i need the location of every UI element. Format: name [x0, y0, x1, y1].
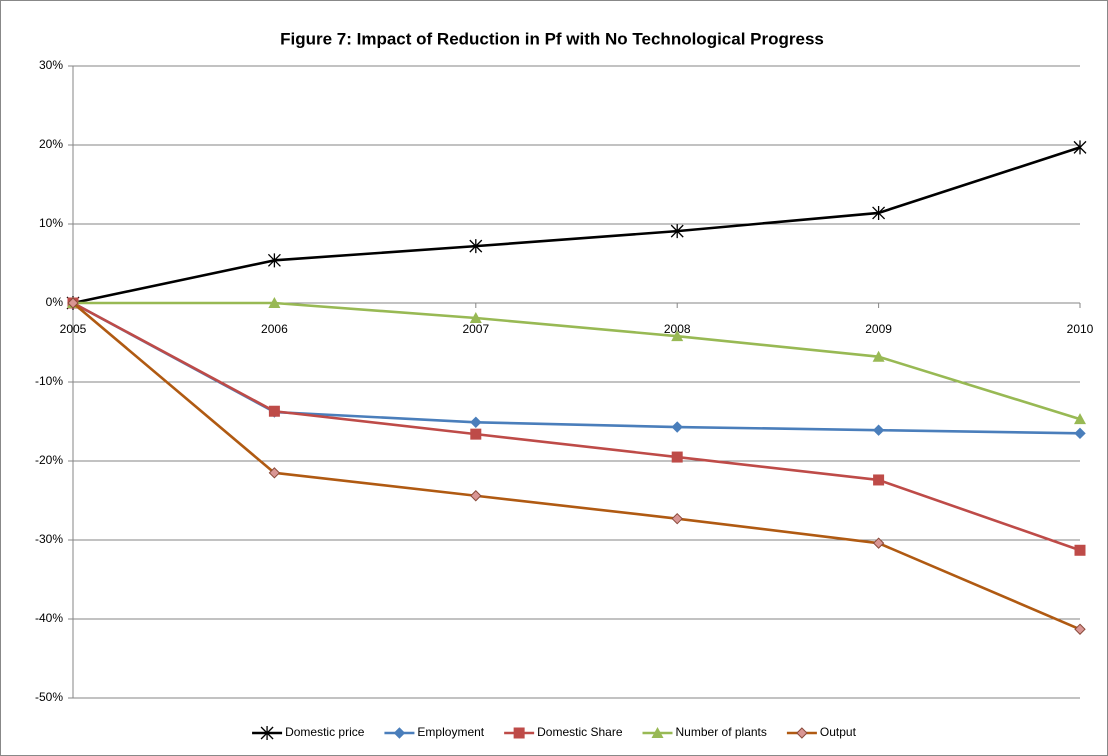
marker	[671, 451, 683, 463]
marker	[1074, 427, 1086, 440]
marker	[268, 467, 281, 479]
marker	[268, 405, 280, 417]
x-tick-label: 2009	[865, 322, 892, 336]
marker	[268, 297, 281, 308]
legend-label: Domestic Share	[537, 725, 623, 739]
marker	[872, 537, 885, 549]
marker	[267, 253, 281, 268]
marker	[671, 512, 683, 525]
marker	[470, 416, 482, 428]
marker	[470, 490, 482, 502]
y-tick-label: -40%	[35, 611, 63, 625]
marker	[872, 205, 886, 220]
series-line	[72, 146, 1081, 305]
y-tick-label: -10%	[35, 374, 63, 388]
y-tick-label: 10%	[39, 216, 63, 230]
series-line	[73, 301, 1081, 421]
marker	[1074, 623, 1086, 635]
marker	[671, 330, 684, 342]
x-tick-label: 2006	[261, 322, 288, 336]
marker	[651, 727, 664, 738]
y-tick-label: 0%	[46, 295, 64, 309]
y-tick-label: -30%	[35, 532, 63, 546]
chart-title: Figure 7: Impact of Reduction in Pf with…	[280, 29, 824, 48]
marker	[469, 239, 483, 254]
y-tick-label: -50%	[35, 690, 63, 704]
marker	[1074, 544, 1086, 556]
x-tick-label: 2008	[664, 322, 691, 336]
legend-label: Employment	[417, 725, 484, 739]
y-tick-label: 20%	[39, 137, 63, 151]
x-tick-label: 2010	[1067, 322, 1094, 336]
legend: Domestic price Employment Domestic Share Nu…	[252, 725, 857, 740]
marker	[873, 474, 885, 486]
legend-label: Domestic price	[285, 725, 365, 739]
marker	[67, 297, 79, 309]
y-tick-label: -20%	[35, 453, 63, 467]
x-tick-label: 2005	[60, 322, 87, 336]
marker	[470, 428, 482, 440]
marker	[513, 727, 525, 739]
series-line	[72, 301, 1081, 552]
marker	[872, 350, 885, 362]
marker	[1074, 413, 1086, 425]
y-tick-label: 30%	[39, 58, 63, 72]
x-tick-label: 2007	[462, 322, 489, 336]
marker	[670, 224, 684, 239]
marker	[796, 727, 808, 739]
marker	[260, 726, 274, 740]
legend-label: Number of plants	[676, 725, 767, 739]
marker	[393, 727, 406, 739]
legend-label: Output	[820, 725, 857, 739]
marker	[671, 421, 683, 433]
marker	[469, 312, 482, 324]
marker	[1073, 140, 1087, 155]
series-line	[72, 302, 1081, 631]
marker	[872, 424, 885, 436]
